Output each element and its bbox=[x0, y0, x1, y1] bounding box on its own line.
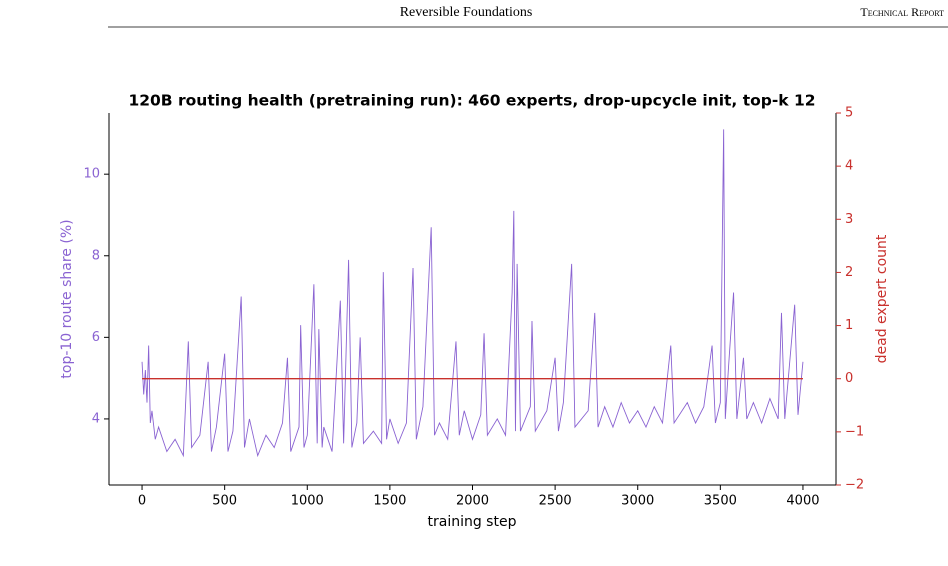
report-tag: Technical Report bbox=[860, 5, 944, 19]
chart-title: 120B routing health (pretraining run): 4… bbox=[128, 92, 815, 110]
x-tick-label: 2000 bbox=[456, 494, 489, 509]
x-tick-label: 0 bbox=[138, 494, 146, 509]
y-axis-label: top-10 route share (%) bbox=[59, 219, 75, 378]
x-tick-label: 1000 bbox=[291, 494, 324, 509]
y-tick-label: 4 bbox=[92, 411, 100, 426]
x-tick-label: 500 bbox=[212, 494, 237, 509]
x-tick-label: 3000 bbox=[621, 494, 654, 509]
y2-tick-label: −2 bbox=[845, 478, 864, 493]
x-tick-label: 3500 bbox=[704, 494, 737, 509]
x-tick-label: 1500 bbox=[373, 494, 406, 509]
y2-tick-label: 1 bbox=[845, 318, 853, 333]
y2-tick-label: −1 bbox=[845, 424, 864, 439]
y-tick-label: 10 bbox=[83, 167, 100, 182]
y2-tick-label: 4 bbox=[845, 159, 853, 174]
y2-tick-label: 0 bbox=[845, 371, 853, 386]
y2-tick-label: 2 bbox=[845, 265, 853, 280]
x-tick-label: 4000 bbox=[786, 494, 819, 509]
y2-tick-label: 3 bbox=[845, 212, 853, 227]
y2-tick-label: 5 bbox=[845, 106, 853, 121]
x-tick-label: 2500 bbox=[539, 494, 572, 509]
series-line bbox=[141, 129, 804, 458]
running-title: Reversible Foundations bbox=[400, 5, 533, 20]
y-tick-label: 6 bbox=[92, 330, 100, 345]
plot-area: 0 500 1000 1500 2000 2500 3000 3500 400046810−2−… bbox=[83, 106, 864, 509]
y2-axis-label: dead expert count bbox=[874, 234, 890, 363]
x-axis-label: training step bbox=[428, 514, 517, 530]
y-tick-label: 8 bbox=[92, 248, 100, 263]
